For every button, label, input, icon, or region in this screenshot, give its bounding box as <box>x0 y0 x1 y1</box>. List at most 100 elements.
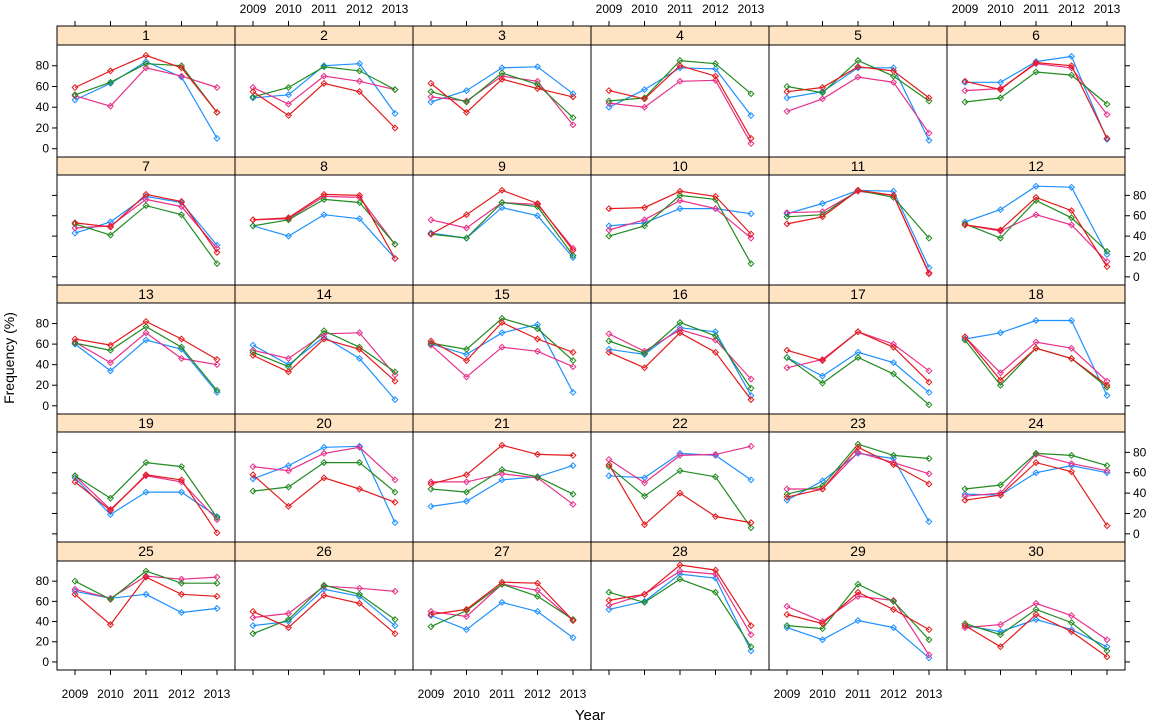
panel-strip-label: 13 <box>138 286 154 302</box>
series-line-2 <box>74 575 218 599</box>
data-point <box>1032 59 1040 67</box>
data-point <box>818 636 827 644</box>
data-point <box>783 220 791 228</box>
data-point <box>427 79 435 87</box>
data-point <box>605 345 613 353</box>
data-point <box>355 88 364 96</box>
data-point <box>498 319 506 327</box>
data-point <box>640 86 649 94</box>
data-point <box>605 461 613 469</box>
data-point <box>640 597 649 605</box>
data-point <box>106 78 115 86</box>
data-point <box>284 483 293 491</box>
data-point <box>640 103 649 111</box>
x-tick-label: 2012 <box>702 2 729 16</box>
data-point <box>1032 469 1040 477</box>
data-point <box>177 476 186 484</box>
data-point <box>925 454 933 462</box>
data-point <box>889 191 898 199</box>
data-point <box>783 346 791 354</box>
data-point <box>1067 611 1076 620</box>
y-tick-label: 40 <box>36 615 50 629</box>
data-point <box>640 349 649 357</box>
panel-frame <box>768 156 948 286</box>
data-point <box>605 97 613 105</box>
data-point <box>605 596 613 604</box>
series-line-4 <box>430 581 574 621</box>
data-point <box>925 269 933 277</box>
data-point <box>498 578 506 586</box>
panel-frame <box>412 25 592 158</box>
series-line-3 <box>74 204 218 264</box>
series-line-1 <box>786 67 930 141</box>
data-point <box>213 108 221 116</box>
data-point <box>1103 643 1111 651</box>
data-point <box>569 93 577 101</box>
series-line-1 <box>430 206 574 258</box>
data-point <box>249 88 257 96</box>
series-line-3 <box>964 199 1108 252</box>
data-point <box>1032 211 1040 219</box>
data-point <box>1067 71 1076 79</box>
series-line-1 <box>608 67 752 116</box>
data-point <box>533 335 542 343</box>
data-point <box>996 329 1005 337</box>
data-point <box>925 654 933 662</box>
data-point <box>676 451 684 459</box>
data-point <box>961 98 969 106</box>
data-point <box>889 597 898 605</box>
data-point <box>498 441 506 449</box>
series-line-1 <box>964 319 1108 396</box>
panel-18: 18 <box>946 284 1126 415</box>
data-point <box>605 601 613 609</box>
data-point <box>249 351 257 359</box>
data-point <box>177 575 186 583</box>
data-point <box>71 92 79 100</box>
data-point <box>71 229 79 237</box>
panel-frame <box>590 25 770 158</box>
data-point <box>569 348 577 356</box>
series-line-4 <box>252 82 396 129</box>
data-point <box>71 91 79 99</box>
data-point <box>427 229 435 237</box>
series-line-3 <box>786 189 930 239</box>
data-point <box>1032 316 1040 324</box>
data-point <box>177 211 186 219</box>
data-point <box>818 625 827 633</box>
data-point <box>284 354 293 363</box>
data-point <box>391 519 399 527</box>
data-point <box>106 595 115 603</box>
data-point <box>711 328 720 336</box>
data-point <box>213 248 221 256</box>
panel-frame <box>946 156 1126 286</box>
data-point <box>498 476 506 484</box>
x-tick-label: 2009 <box>774 687 801 701</box>
x-tick-label: 2012 <box>880 687 907 701</box>
x-tick-label: 2010 <box>275 2 302 16</box>
x-tick-label: 2013 <box>382 2 409 16</box>
data-point <box>676 196 684 204</box>
data-point <box>498 186 506 194</box>
data-point <box>605 222 613 230</box>
panel-8: 8 <box>234 156 414 286</box>
data-point <box>284 84 293 92</box>
panel-29: 29 <box>768 541 948 671</box>
series-line-2 <box>608 79 752 144</box>
data-point <box>284 467 293 475</box>
series-line-1 <box>430 465 574 507</box>
data-point <box>391 488 399 496</box>
data-point <box>711 450 720 458</box>
y-tick-label: 20 <box>36 121 50 135</box>
data-point <box>640 222 649 230</box>
data-point <box>1067 626 1076 634</box>
series-line-1 <box>74 477 218 517</box>
data-point <box>854 353 862 361</box>
series-line-3 <box>786 443 930 495</box>
data-point <box>889 359 898 367</box>
data-point <box>142 323 150 331</box>
series-line-4 <box>608 464 752 526</box>
data-point <box>711 513 720 521</box>
data-point <box>1103 636 1111 644</box>
panel-frame <box>412 413 592 543</box>
